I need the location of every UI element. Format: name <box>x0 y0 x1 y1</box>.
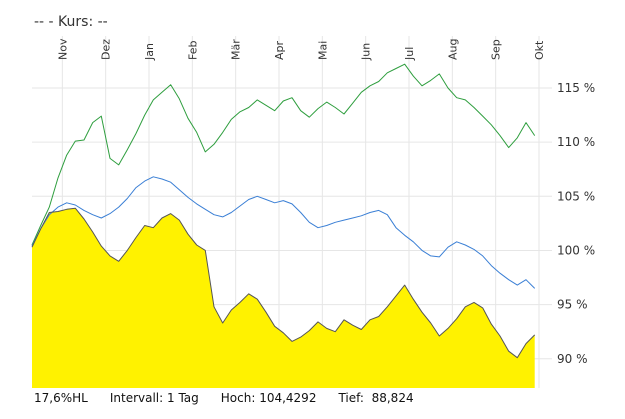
kurs-label: - Kurs: -- <box>44 14 108 30</box>
footer-hoch: Hoch: 104,4292 <box>220 391 317 405</box>
y-tick-label: 115 % <box>557 81 595 95</box>
x-tick-label: Mär <box>230 39 243 60</box>
x-tick-label: Jun <box>360 43 373 61</box>
y-tick-label: 90 % <box>557 352 588 366</box>
series-line <box>31 63 536 246</box>
chart-line-layer <box>31 63 536 359</box>
x-tick-label: Mai <box>316 41 329 60</box>
x-tick-label: Dez <box>100 39 113 60</box>
y-tick-label: 95 % <box>557 298 588 312</box>
footer-tief: Tief: 88,824 <box>338 391 414 405</box>
x-tick-label: Jul <box>403 47 416 61</box>
y-tick-label: 110 % <box>557 135 595 149</box>
chart-footer: 17,6%HL Intervall: 1 Tag Hoch: 104,4292 … <box>34 391 414 405</box>
header-prefix: -- <box>34 14 45 30</box>
x-tick-label: Nov <box>56 38 69 60</box>
chart-area-layer <box>32 208 535 388</box>
y-axis-ticks: 115 % 110 % 105 % 100 % 95 % 90 % <box>557 81 595 366</box>
x-tick-label: Sep <box>490 39 503 60</box>
footer-hl: 17,6%HL <box>34 391 88 405</box>
y-tick-label: 105 % <box>557 189 595 203</box>
series-line <box>31 176 536 289</box>
series-line <box>31 207 536 359</box>
footer-intervall: Intervall: 1 Tag <box>109 391 199 405</box>
x-axis-ticks: Nov Dez Jan Feb Mär Apr Mai Jun Jul Aug Sep Okt <box>56 38 546 61</box>
x-tick-label: Apr <box>273 40 286 60</box>
x-tick-label: Feb <box>186 41 199 60</box>
y-tick-label: 100 % <box>557 243 595 257</box>
x-tick-label: Aug <box>446 39 459 60</box>
chart-header: -- - Kurs: -- <box>34 14 108 30</box>
x-tick-label: Jan <box>143 43 156 61</box>
x-tick-label: Okt <box>533 40 546 60</box>
series-area <box>32 208 535 388</box>
